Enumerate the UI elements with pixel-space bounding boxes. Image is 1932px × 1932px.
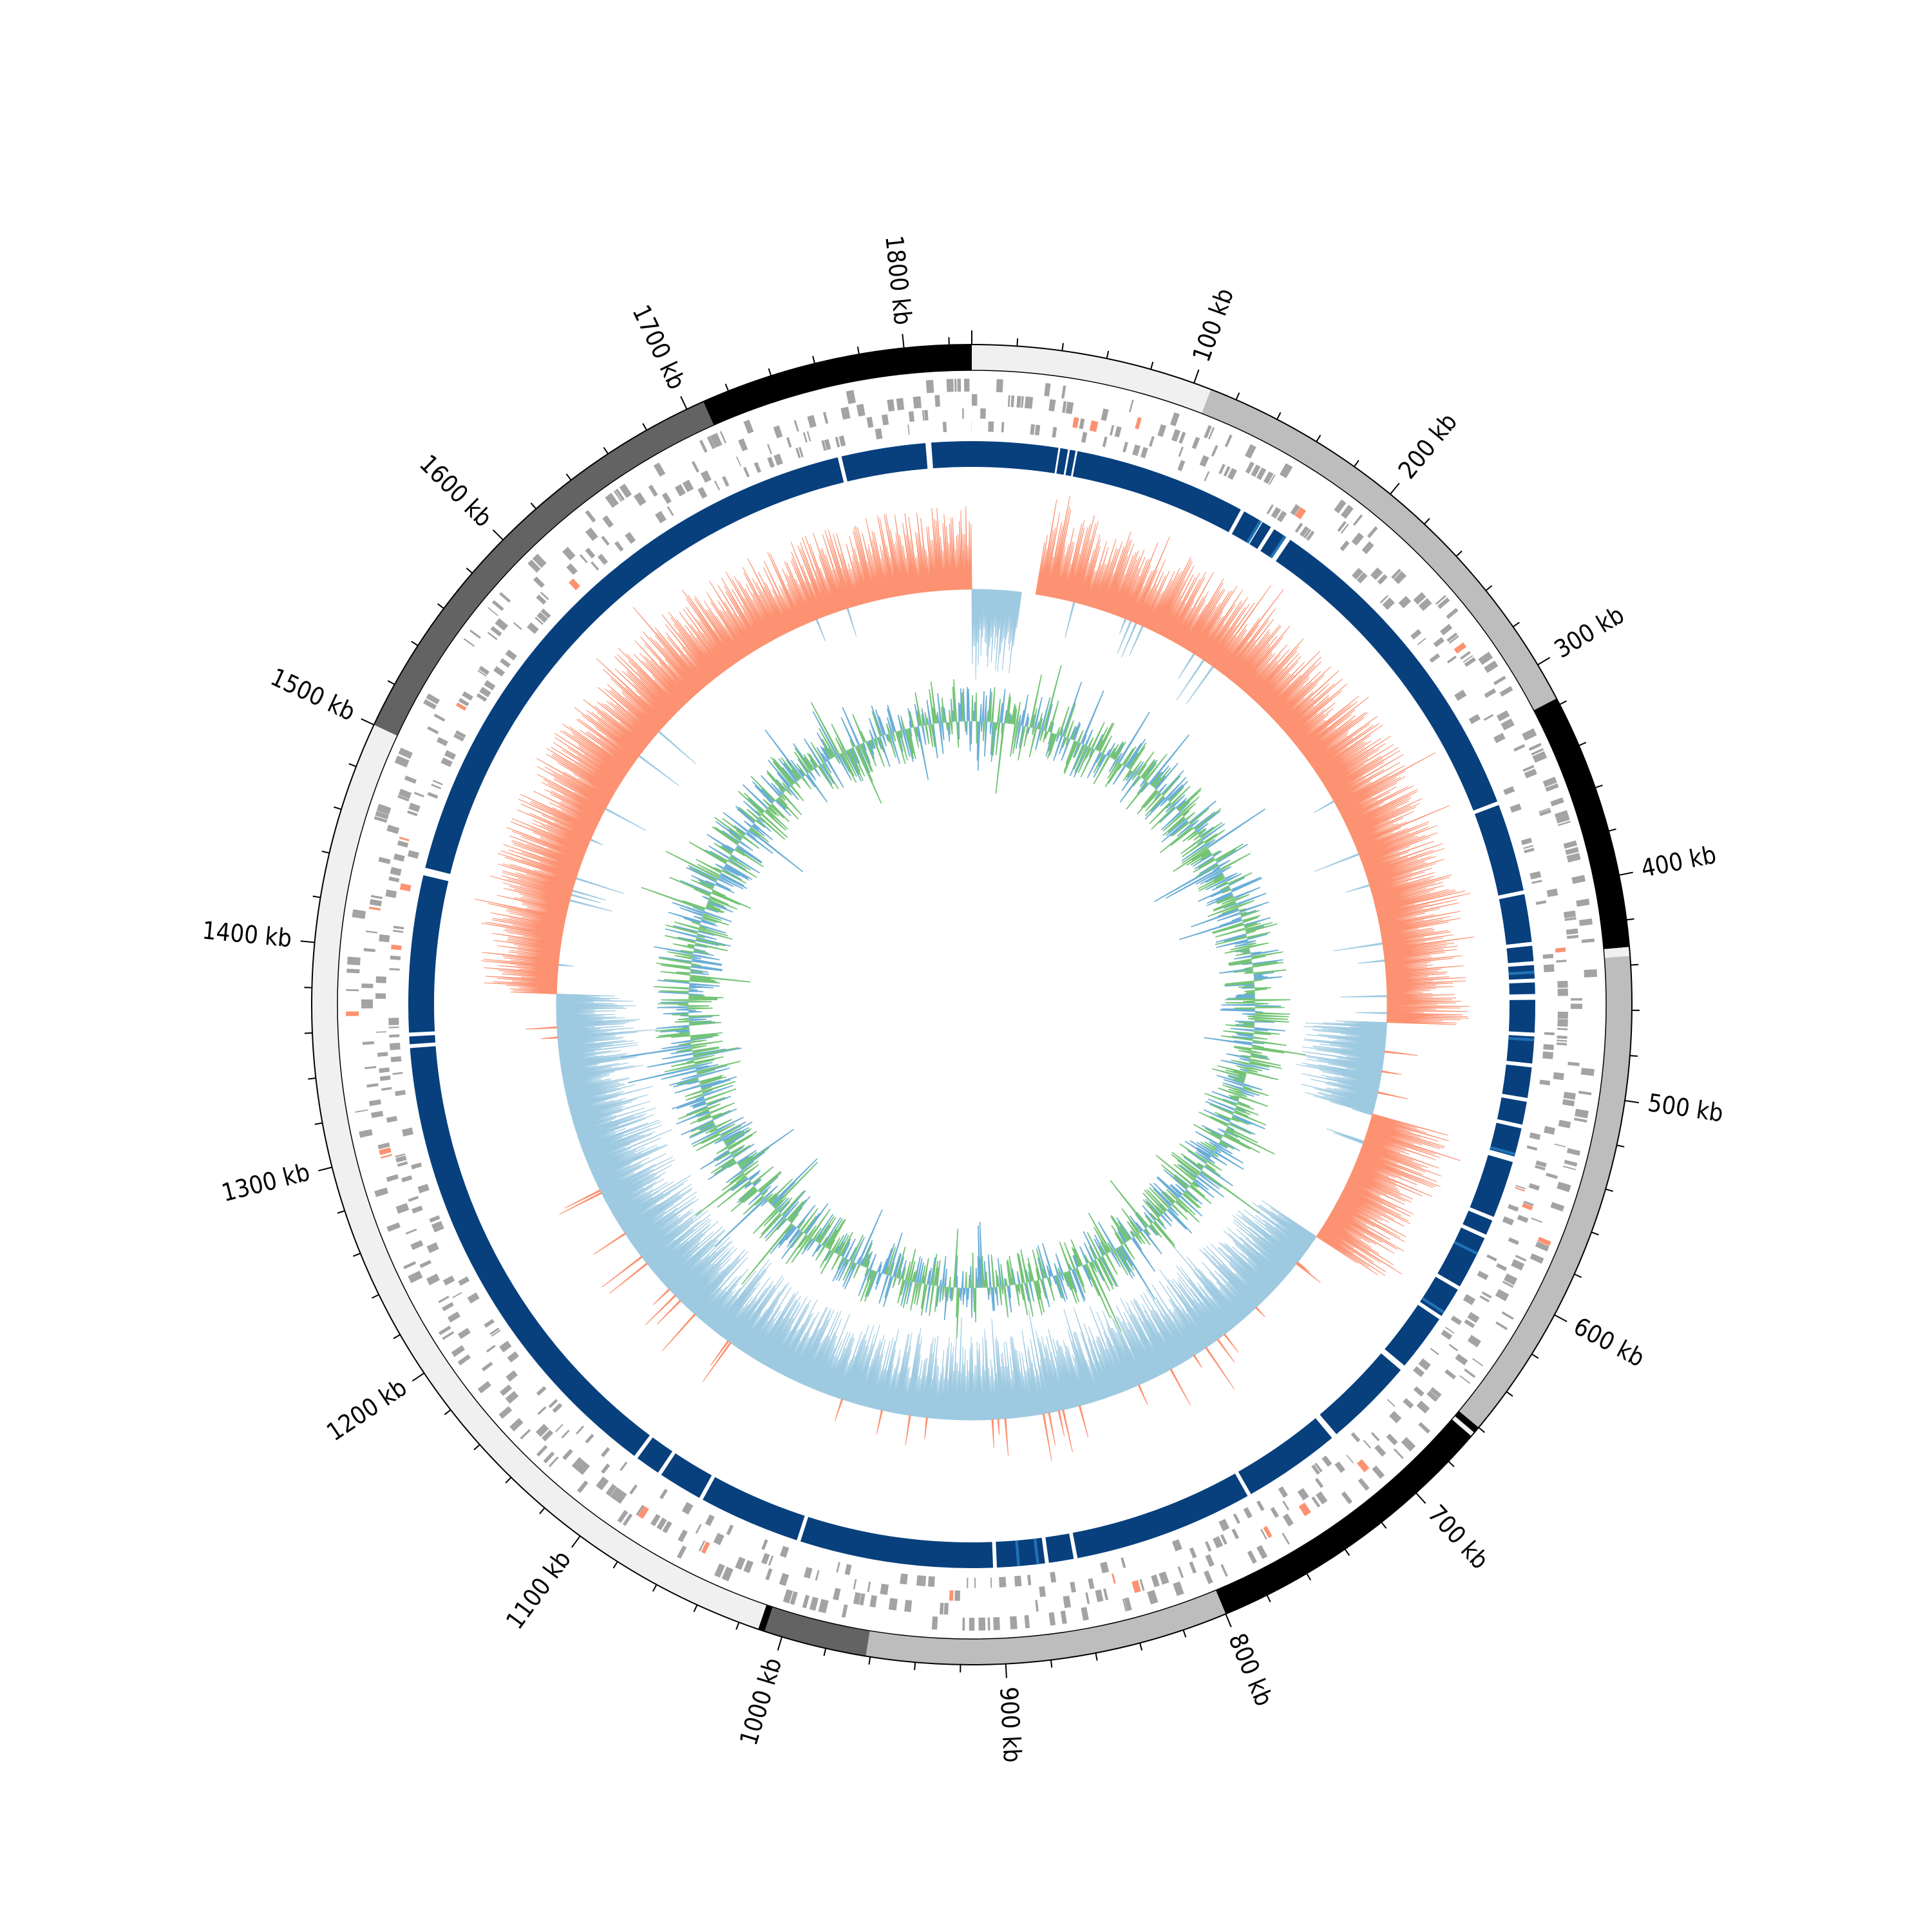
tick-label: 1300 kb <box>219 1158 313 1208</box>
tick-label: 1600 kb <box>414 449 498 532</box>
synteny-highlight <box>1454 1240 1479 1255</box>
inner-ring-border <box>337 370 1607 1640</box>
tick-mark-set <box>300 330 1640 1678</box>
tick-label: 1100 kb <box>500 1546 576 1634</box>
synteny-block <box>1056 448 1068 475</box>
outer-segment <box>1215 1419 1472 1615</box>
tick-label: 1800 kb <box>880 234 917 326</box>
synteny-highlight <box>1246 520 1262 544</box>
outer-segment <box>1533 698 1630 949</box>
synteny-block <box>1320 1353 1401 1435</box>
synteny-block <box>1502 1064 1532 1099</box>
outer-segment <box>1604 947 1631 958</box>
outer-segment <box>374 401 714 736</box>
synteny-block <box>703 1477 805 1540</box>
tick-label: 600 kb <box>1569 1312 1649 1372</box>
synteny-block <box>1065 450 1076 477</box>
synteny-block <box>1260 529 1286 558</box>
synteny-block <box>1249 522 1271 549</box>
synteny-block <box>1072 1473 1248 1558</box>
synteny-block <box>1072 451 1241 533</box>
synteny-block <box>1509 982 1535 995</box>
synteny-highlight <box>1421 1297 1445 1314</box>
synteny-highlight <box>1269 535 1287 559</box>
outer-segment <box>1454 1410 1479 1433</box>
outer-segment <box>764 1607 870 1656</box>
synteny-block <box>1463 1210 1493 1235</box>
outer-segment <box>1459 956 1633 1428</box>
outer-segment <box>866 1590 1226 1665</box>
synteny-block <box>637 1437 673 1473</box>
outer-segment <box>758 1604 773 1632</box>
synteny-block <box>800 1517 994 1569</box>
synteny-block <box>1506 1035 1535 1064</box>
tick-label: 500 kb <box>1646 1088 1725 1128</box>
synteny-highlight <box>1508 1037 1535 1042</box>
synteny-highlight <box>1490 1146 1516 1156</box>
synteny-block <box>1045 1533 1074 1563</box>
synteny-block <box>410 1046 650 1456</box>
tick-label: 800 kb <box>1223 1629 1278 1710</box>
synteny-block <box>996 1537 1045 1568</box>
synteny-block <box>1474 804 1524 896</box>
tick-label: 1400 kb <box>201 916 293 952</box>
synteny-block <box>1437 1227 1485 1287</box>
gc-content-positive <box>641 665 1306 1338</box>
tick-label: 300 kb <box>1549 600 1629 663</box>
synteny-highlight <box>1508 971 1535 976</box>
tick-label: 100 kb <box>1187 285 1239 366</box>
synteny-track <box>408 441 1536 1569</box>
tick-label: 1000 kb <box>734 1654 787 1748</box>
outer-segment <box>1452 1416 1475 1437</box>
tick-marks <box>300 330 1640 1678</box>
synteny-block <box>841 442 928 482</box>
tick-label: 1200 kb <box>321 1373 412 1446</box>
synteny-highlight <box>1033 1538 1039 1565</box>
gc-skew-track <box>474 495 1475 1461</box>
synteny-block <box>931 441 972 469</box>
tick-label: 700 kb <box>1423 1499 1495 1575</box>
synteny-block <box>1231 511 1262 544</box>
outer-segment <box>312 724 767 1629</box>
gc-content-track <box>621 665 1306 1338</box>
synteny-block <box>1506 945 1534 963</box>
tick-label: 1700 kb <box>627 301 691 394</box>
synteny-block <box>1470 1155 1513 1217</box>
gene-features-highlight <box>346 417 1566 1601</box>
synteny-block <box>409 1035 436 1045</box>
synteny-block <box>1499 894 1532 945</box>
tick-label: 900 kb <box>994 1686 1027 1763</box>
synteny-block <box>972 441 1059 473</box>
synteny-block <box>1238 1418 1332 1495</box>
synteny-highlight <box>1015 1540 1021 1567</box>
synteny-block <box>1385 1305 1439 1366</box>
synteny-block <box>1419 1276 1458 1316</box>
gc-skew-negative <box>556 589 1388 1421</box>
gc-content-negative <box>621 681 1285 1321</box>
gc-skew-positive <box>474 495 1475 1461</box>
synteny-block <box>1276 540 1498 811</box>
outer-segment <box>1201 389 1557 711</box>
outer-segment <box>703 345 972 426</box>
synteny-block <box>661 1453 712 1498</box>
synteny-block <box>408 875 449 1033</box>
tick-label: 1500 kb <box>267 663 360 726</box>
tick-label: 400 kb <box>1639 840 1719 883</box>
tick-label: 200 kb <box>1393 408 1463 484</box>
synteny-block <box>1508 999 1536 1033</box>
synteny-block <box>1497 1097 1527 1125</box>
outer-segment-ring <box>311 344 1633 1665</box>
